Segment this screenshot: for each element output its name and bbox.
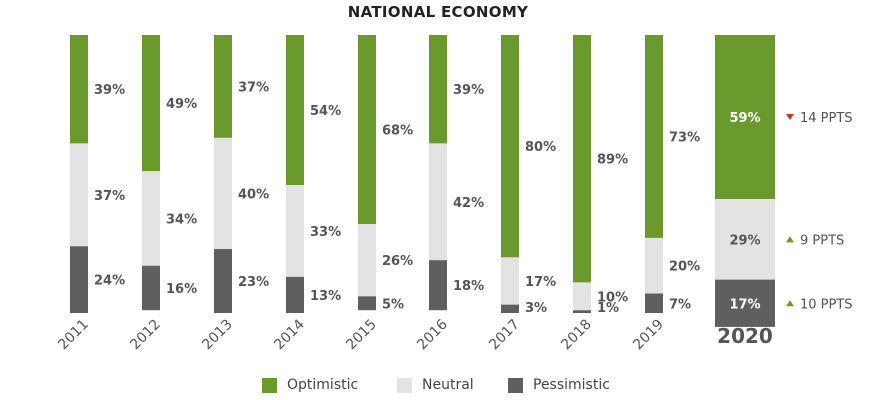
data-label-neutral-2013: 40%	[238, 187, 269, 202]
bar-neutral-2014	[286, 185, 304, 277]
data-label-pessimistic-2020: 17%	[729, 297, 760, 312]
change-arrow-up-icon-pessimistic	[786, 300, 794, 307]
bar-pessimistic-2020	[715, 279, 775, 327]
data-label-pessimistic-2012: 16%	[166, 282, 197, 297]
x-tick-label-2019: 2019	[630, 317, 667, 354]
bar-optimistic-2011	[70, 35, 88, 144]
bar-neutral-2011	[70, 143, 88, 247]
change-label-neutral: 9 PPTS	[800, 233, 844, 248]
x-tick-label-2020: 2020	[717, 324, 773, 348]
bar-neutral-2020	[715, 199, 775, 280]
data-label-pessimistic-2019: 7%	[669, 297, 691, 312]
x-tick-label-2014: 2014	[271, 316, 308, 353]
bar-optimistic-2015	[358, 35, 376, 225]
bar-neutral-2016	[429, 143, 447, 261]
bar-neutral-2019	[645, 237, 663, 294]
legend-label-optimistic: Optimistic	[287, 377, 359, 393]
x-tick-label-2018: 2018	[558, 317, 595, 354]
bar-pessimistic-2017	[501, 304, 519, 313]
data-label-pessimistic-2017: 3%	[525, 301, 547, 316]
legend-item-optimistic: Optimistic	[262, 377, 358, 393]
change-label-pessimistic: 10 PPTS	[800, 297, 853, 312]
legend-item-neutral: Neutral	[397, 377, 474, 393]
data-label-optimistic-2015: 68%	[382, 124, 413, 139]
data-label-neutral-2016: 42%	[453, 196, 484, 211]
data-label-pessimistic-2018: 1%	[597, 301, 619, 316]
chart-title: NATIONAL ECONOMY	[347, 3, 529, 21]
x-tick-label-2013: 2013	[199, 317, 236, 354]
data-label-optimistic-2012: 49%	[166, 97, 197, 112]
bar-optimistic-2018	[573, 35, 591, 283]
data-label-neutral-2014: 33%	[310, 225, 341, 240]
bar-optimistic-2014	[286, 35, 304, 186]
data-label-pessimistic-2011: 24%	[94, 274, 125, 289]
legend-label-neutral: Neutral	[422, 377, 474, 393]
data-label-pessimistic-2014: 13%	[310, 289, 341, 304]
data-label-optimistic-2017: 80%	[525, 140, 556, 155]
data-label-pessimistic-2015: 5%	[382, 297, 404, 312]
legend-label-pessimistic: Pessimistic	[533, 377, 610, 393]
data-label-pessimistic-2013: 23%	[238, 275, 269, 290]
x-tick-label-2015: 2015	[343, 317, 380, 354]
legend: Optimistic Neutral Pessimistic	[0, 377, 876, 397]
data-label-neutral-2018: 10%	[597, 290, 628, 305]
bar-neutral-2013	[214, 137, 232, 250]
x-tick-label-2011: 2011	[55, 317, 92, 354]
x-tick-label-2017: 2017	[486, 317, 523, 354]
data-label-neutral-2015: 26%	[382, 254, 413, 269]
change-label-optimistic: 14 PPTS	[800, 111, 853, 126]
bar-pessimistic-2013	[214, 249, 232, 313]
bar-pessimistic-2015	[358, 296, 376, 311]
bar-pessimistic-2011	[70, 246, 88, 313]
data-label-neutral-2019: 20%	[669, 260, 700, 275]
legend-item-pessimistic: Pessimistic	[508, 377, 610, 393]
bar-optimistic-2019	[645, 35, 663, 238]
bar-neutral-2017	[501, 257, 519, 305]
data-label-optimistic-2019: 73%	[669, 130, 700, 145]
x-tick-label-2012: 2012	[127, 317, 164, 354]
bar-pessimistic-2016	[429, 260, 447, 311]
bar-pessimistic-2012	[142, 265, 160, 311]
bar-neutral-2018	[573, 282, 591, 311]
data-label-neutral-2017: 17%	[525, 275, 556, 290]
bar-optimistic-2017	[501, 35, 519, 258]
bar-optimistic-2016	[429, 35, 447, 144]
data-label-optimistic-2013: 37%	[238, 80, 269, 95]
data-label-optimistic-2020: 59%	[729, 111, 760, 126]
bar-optimistic-2020	[715, 35, 775, 200]
bar-neutral-2015	[358, 224, 376, 297]
change-arrow-up-icon-neutral	[786, 236, 794, 243]
legend-swatch-optimistic	[262, 377, 277, 393]
bar-optimistic-2013	[214, 35, 232, 138]
data-label-neutral-2020: 29%	[729, 233, 760, 248]
bar-neutral-2012	[142, 171, 160, 266]
data-label-optimistic-2011: 39%	[94, 83, 125, 98]
bar-optimistic-2012	[142, 35, 160, 172]
bar-pessimistic-2019	[645, 293, 663, 313]
data-label-optimistic-2014: 54%	[310, 104, 341, 119]
data-label-pessimistic-2016: 18%	[453, 279, 484, 294]
legend-swatch-pessimistic	[508, 377, 523, 393]
legend-swatch-neutral	[397, 377, 412, 393]
x-tick-label-2016: 2016	[414, 316, 451, 353]
data-label-optimistic-2018: 89%	[597, 153, 628, 168]
bar-pessimistic-2014	[286, 276, 304, 313]
bar-pessimistic-2018	[573, 310, 591, 313]
data-label-optimistic-2016: 39%	[453, 83, 484, 98]
data-label-neutral-2011: 37%	[94, 189, 125, 204]
data-label-neutral-2012: 34%	[166, 212, 197, 227]
change-arrow-down-icon-optimistic	[786, 114, 794, 121]
